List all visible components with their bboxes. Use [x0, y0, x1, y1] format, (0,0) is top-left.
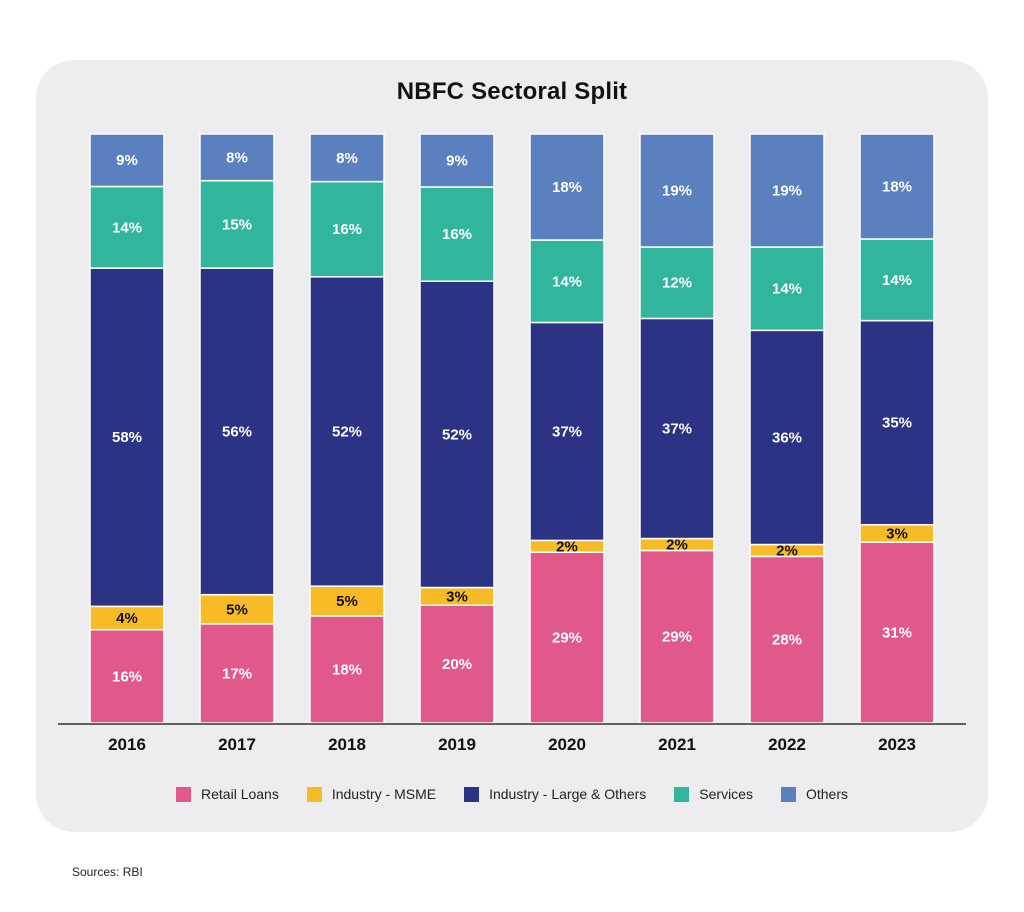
data-label-large-2021: 37% [662, 421, 692, 438]
bar-segment-retail-2018 [309, 615, 385, 724]
data-label-others-2023: 18% [882, 178, 912, 195]
bar-segment-large-2020 [529, 321, 605, 542]
data-label-retail-2022: 28% [772, 632, 802, 649]
data-label-retail-2018: 18% [332, 661, 362, 678]
bar-segment-retail-2016 [89, 628, 165, 724]
data-label-msme-2016: 4% [116, 610, 138, 627]
data-label-msme-2017: 5% [226, 601, 248, 618]
bar-segment-large-2021 [639, 317, 715, 540]
data-label-large-2018: 52% [332, 423, 362, 440]
bar-segment-others-2019 [419, 133, 495, 188]
bar-segment-others-2023 [859, 133, 935, 240]
bar-segment-others-2016 [89, 133, 165, 188]
bar-segment-services-2017 [199, 179, 275, 269]
x-tick-label-2018: 2018 [328, 735, 366, 754]
data-label-services-2022: 14% [772, 281, 802, 298]
chart-card [36, 60, 988, 832]
data-label-others-2021: 19% [662, 183, 692, 200]
bar-segment-services-2020 [529, 239, 605, 324]
bar-segment-services-2023 [859, 238, 935, 322]
x-tick-label-2021: 2021 [658, 735, 696, 754]
data-label-others-2018: 8% [336, 150, 358, 167]
bar-segment-large-2016 [89, 267, 165, 608]
data-label-others-2020: 18% [552, 179, 582, 196]
data-label-large-2023: 35% [882, 415, 912, 432]
data-label-msme-2019: 3% [446, 588, 468, 605]
data-label-large-2022: 36% [772, 429, 802, 446]
legend-item-industry-msme: Industry - MSME [306, 786, 437, 802]
data-label-others-2017: 8% [226, 149, 248, 166]
bar-segment-services-2019 [419, 186, 495, 282]
data-label-services-2021: 12% [662, 275, 692, 292]
legend-item-others: Others [780, 786, 848, 802]
data-label-msme-2023: 3% [886, 525, 908, 542]
bar-segment-retail-2022 [749, 555, 825, 724]
x-tick-label-2020: 2020 [548, 735, 586, 754]
data-label-others-2016: 9% [116, 152, 138, 169]
chart-legend: Retail Loans Industry - MSME Industry - … [36, 786, 988, 802]
bar-segment-others-2017 [199, 133, 275, 182]
bar-segment-services-2021 [639, 246, 715, 320]
data-label-services-2023: 14% [882, 272, 912, 289]
data-label-large-2016: 58% [112, 429, 142, 446]
bar-segment-others-2018 [309, 133, 385, 183]
legend-label-industry-large: Industry - Large & Others [489, 786, 647, 802]
legend-swatch-others [780, 786, 796, 802]
bar-segment-large-2018 [309, 276, 385, 587]
bar-segment-retail-2017 [199, 623, 275, 724]
data-label-services-2018: 16% [332, 221, 362, 238]
data-label-retail-2020: 29% [552, 630, 582, 647]
bar-segment-others-2022 [749, 133, 825, 248]
x-tick-label-2023: 2023 [878, 735, 916, 754]
x-tick-label-2017: 2017 [218, 735, 256, 754]
data-label-services-2016: 14% [112, 219, 142, 236]
data-label-large-2019: 52% [442, 426, 472, 443]
data-label-services-2017: 15% [222, 216, 252, 233]
data-label-msme-2021: 2% [666, 537, 688, 554]
data-label-retail-2023: 31% [882, 625, 912, 642]
data-label-large-2020: 37% [552, 423, 582, 440]
data-label-retail-2021: 29% [662, 629, 692, 646]
legend-swatch-retail-loans [176, 786, 192, 802]
x-tick-label-2022: 2022 [768, 735, 806, 754]
chart-title: NBFC Sectoral Split [396, 78, 628, 105]
bar-segment-msme-2017 [199, 593, 275, 625]
data-label-large-2017: 56% [222, 423, 252, 440]
x-tick-label-2019: 2019 [438, 735, 476, 754]
data-label-services-2019: 16% [442, 226, 472, 243]
data-label-msme-2022: 2% [776, 542, 798, 559]
legend-item-industry-large: Industry - Large & Others [464, 786, 646, 802]
legend-label-industry-msme: Industry - MSME [331, 786, 437, 802]
legend-swatch-industry-large [464, 786, 480, 802]
source-note: Sources: RBI [72, 865, 143, 879]
bar-segment-others-2021 [639, 133, 715, 248]
data-label-retail-2017: 17% [222, 665, 252, 682]
bar-segment-retail-2021 [639, 549, 715, 724]
legend-item-services: Services [674, 786, 753, 802]
legend-swatch-industry-msme [306, 786, 322, 802]
bar-segment-others-2020 [529, 133, 605, 241]
legend-item-retail-loans: Retail Loans [176, 786, 279, 802]
legend-label-others: Others [805, 786, 848, 802]
legend-swatch-services [674, 786, 690, 802]
data-label-msme-2018: 5% [336, 593, 358, 610]
data-label-others-2022: 19% [772, 183, 802, 200]
bar-segment-large-2022 [749, 329, 825, 546]
data-label-retail-2019: 20% [442, 656, 472, 673]
legend-label-retail-loans: Retail Loans [201, 786, 279, 802]
data-label-msme-2020: 2% [556, 538, 578, 555]
bar-segment-large-2019 [419, 280, 495, 589]
data-label-retail-2016: 16% [112, 668, 142, 685]
data-label-services-2020: 14% [552, 273, 582, 290]
x-tick-label-2016: 2016 [108, 735, 146, 754]
legend-label-services: Services [699, 786, 753, 802]
bar-segment-retail-2023 [859, 541, 935, 724]
bar-segment-retail-2020 [529, 551, 605, 724]
data-label-others-2019: 9% [446, 153, 468, 170]
bar-segment-retail-2019 [419, 604, 495, 724]
